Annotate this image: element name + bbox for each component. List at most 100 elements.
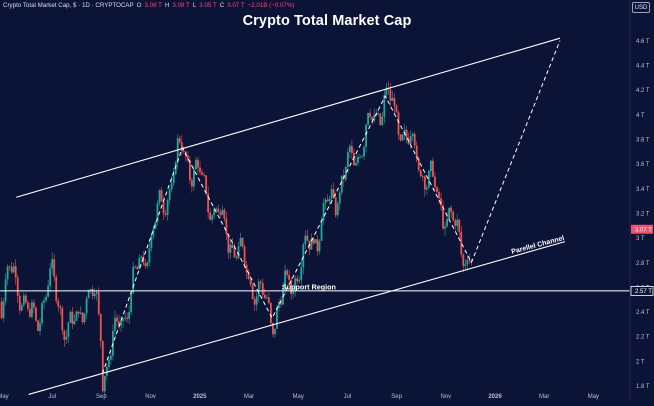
currency-badge[interactable]: USD bbox=[632, 2, 650, 13]
candle-body bbox=[373, 115, 376, 121]
candle-body bbox=[466, 260, 469, 265]
candle-body bbox=[247, 272, 250, 280]
candle-body bbox=[464, 264, 467, 266]
candle-body bbox=[199, 167, 201, 173]
candle-body bbox=[105, 367, 108, 376]
x-tick-label: Jul bbox=[344, 394, 352, 400]
candle-body bbox=[395, 105, 398, 113]
x-tick-label: May bbox=[0, 394, 9, 400]
candle-body bbox=[274, 328, 276, 335]
candle-body bbox=[359, 156, 361, 158]
candle-body bbox=[336, 203, 339, 216]
candle-body bbox=[122, 318, 124, 321]
candle-body bbox=[195, 159, 197, 170]
candle-body bbox=[243, 246, 246, 265]
candle-body bbox=[276, 307, 278, 329]
x-tick-label: Nov bbox=[440, 394, 451, 400]
candle-body bbox=[55, 276, 58, 301]
candle-body bbox=[85, 298, 88, 314]
candle-body bbox=[186, 155, 189, 160]
candle-body bbox=[326, 199, 329, 202]
candle-body bbox=[423, 176, 426, 190]
candle-body bbox=[89, 289, 92, 291]
candle-body bbox=[2, 301, 5, 319]
candle-body bbox=[231, 244, 234, 248]
candle-body bbox=[261, 283, 264, 295]
candle-body bbox=[35, 307, 37, 321]
candle-body bbox=[278, 302, 280, 308]
candle-body bbox=[383, 95, 386, 117]
candle-body bbox=[371, 117, 374, 121]
candle-body bbox=[152, 228, 155, 236]
candle-body bbox=[249, 279, 252, 285]
candle-body bbox=[148, 248, 151, 263]
y-tick-label: 4.2 T bbox=[636, 88, 650, 94]
candle-body bbox=[205, 175, 207, 194]
candle-body bbox=[219, 212, 222, 215]
y-tick-label: 1.8 T bbox=[636, 384, 650, 390]
candle-body bbox=[265, 297, 268, 299]
x-tick-label: 2025 bbox=[193, 394, 207, 400]
candle-body bbox=[166, 200, 169, 216]
candle-body bbox=[411, 133, 414, 137]
candle-body bbox=[69, 311, 72, 323]
candle-body bbox=[188, 159, 191, 181]
x-tick-label: Sep bbox=[391, 394, 402, 400]
candle-body bbox=[332, 189, 335, 198]
candle-body bbox=[28, 309, 31, 317]
candle-body bbox=[272, 323, 274, 335]
candle-body bbox=[207, 193, 210, 213]
candle-body bbox=[405, 129, 408, 139]
candle-body bbox=[377, 113, 380, 115]
candle-body bbox=[450, 207, 453, 213]
candle-body bbox=[43, 300, 45, 303]
close-label: C bbox=[219, 2, 225, 9]
candle-body bbox=[37, 320, 39, 331]
candle-body bbox=[381, 116, 384, 125]
candle-body bbox=[417, 158, 420, 171]
candle-body bbox=[357, 156, 359, 164]
candle-body bbox=[83, 313, 86, 323]
candle-body bbox=[120, 320, 122, 326]
close-value: 3.07 T bbox=[227, 2, 245, 9]
y-tick-label: 2.2 T bbox=[636, 335, 650, 341]
candle-body bbox=[338, 192, 341, 204]
candle-body bbox=[351, 145, 353, 154]
candle-body bbox=[227, 233, 230, 253]
candle-body bbox=[201, 172, 203, 175]
candle-body bbox=[217, 208, 220, 213]
symbol-label[interactable]: Crypto Total Market Cap, $ · 1D · CRYPTO… bbox=[3, 2, 134, 9]
candle-body bbox=[61, 308, 64, 331]
candle-body bbox=[63, 330, 66, 340]
candle-body bbox=[101, 341, 104, 392]
candle-body bbox=[415, 145, 418, 159]
candle-body bbox=[442, 205, 444, 229]
candle-body bbox=[322, 203, 325, 221]
candle-body bbox=[146, 262, 149, 267]
candle-body bbox=[340, 175, 343, 193]
candle-body bbox=[259, 281, 262, 284]
candle-body bbox=[446, 218, 448, 227]
candle-body bbox=[302, 244, 305, 268]
candle-body bbox=[425, 187, 428, 190]
candle-body bbox=[18, 295, 21, 311]
candle-body bbox=[112, 330, 114, 356]
candle-body bbox=[365, 124, 367, 147]
candle-body bbox=[448, 207, 451, 219]
candle-body bbox=[107, 359, 110, 368]
candle-body bbox=[296, 278, 299, 282]
candle-body bbox=[458, 219, 461, 232]
candle-body bbox=[288, 274, 291, 280]
candle-body bbox=[444, 226, 446, 229]
y-tick-label: 4.4 T bbox=[636, 64, 650, 70]
candle-body bbox=[269, 302, 272, 324]
candle-body bbox=[294, 278, 297, 292]
candle-body bbox=[290, 279, 293, 295]
candle-body bbox=[156, 203, 159, 222]
candle-body bbox=[413, 133, 416, 146]
candle-body bbox=[280, 302, 282, 305]
candle-body bbox=[328, 198, 331, 202]
